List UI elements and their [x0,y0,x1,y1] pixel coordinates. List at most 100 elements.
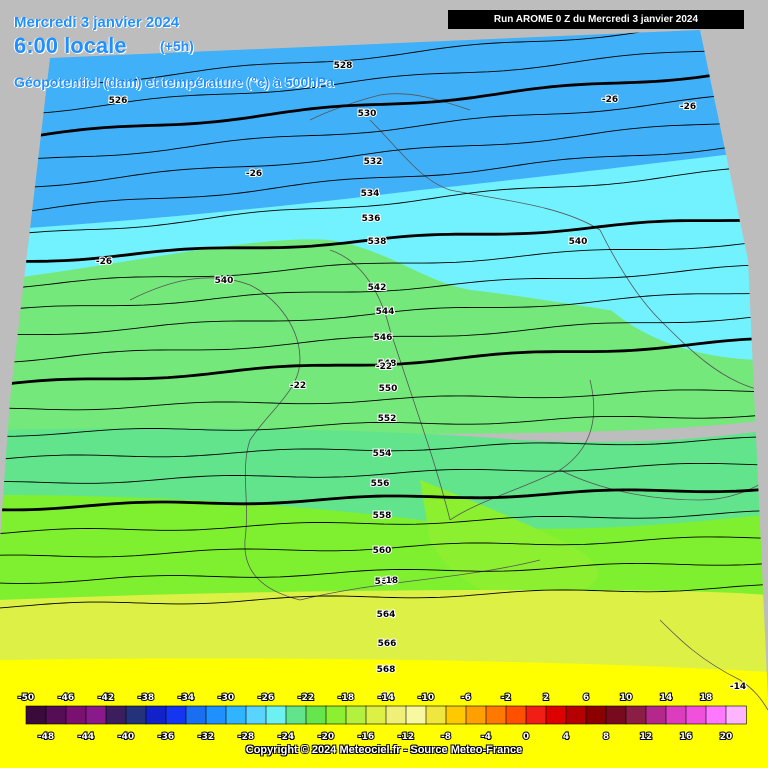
border-line-0 [129,277,301,601]
scale-upper-label: -34 [178,693,194,703]
lime-patch [420,480,598,602]
scale-swatch [185,705,207,725]
contour-552 [0,389,768,411]
contour-568 [0,584,768,609]
contour-label: 566 [378,639,397,649]
scale-lower-label: -36 [158,732,174,742]
forecast-date: Mercredi 3 janvier 2024 [14,14,180,31]
forecast-offset: (+5h) [160,38,194,54]
scale-upper-label: -14 [378,693,394,703]
scale-swatch [645,705,667,725]
temperature-labels: -26-26-26-26-22-22-18-14-14 [95,94,747,703]
contour-532 [0,92,768,163]
contour-label: 528 [334,61,353,71]
contour-label: 530 [358,109,377,119]
scale-swatch [445,705,467,725]
forecast-time: 6:00 locale [14,33,127,58]
contour-558 [0,462,768,484]
contour-label: 556 [371,479,390,489]
scale-upper-label: 2 [543,693,549,703]
contour-label: 558 [373,511,392,521]
scale-swatch [105,705,127,725]
border-line-4 [369,119,601,231]
scale-swatch [205,705,227,725]
cold-band [0,30,768,250]
scale-swatch [465,705,487,725]
scale-upper-label: 18 [700,693,713,703]
contour-label: 540 [569,237,588,247]
scale-lower-label: -48 [38,732,54,742]
contour-label: 544 [376,307,395,317]
scale-upper-label: -2 [501,693,511,703]
mint-band [0,428,768,529]
cyan-band [0,150,768,330]
scale-lower-label: 0 [523,732,529,742]
scale-upper-label: -38 [138,693,154,703]
temperature-label: -14 [378,692,394,702]
contour-556 [0,436,768,460]
contour-label: 538 [368,237,387,247]
contour-546 [0,292,768,336]
contour-562 [0,510,768,534]
temperature-label: -22 [290,381,306,391]
scale-lower-label: -28 [238,732,254,742]
contour-label: 532 [364,157,383,167]
contour-536 [0,141,768,216]
scale-swatch [485,705,507,725]
contour-label: 562 [375,577,394,587]
scale-upper-label: -10 [418,693,434,703]
contour-label: 550 [379,384,398,394]
temperature-label: -18 [382,576,398,586]
scale-upper-label: 6 [583,693,589,703]
contour-564 [0,536,768,558]
border-line-8 [659,619,768,711]
scale-swatch [525,705,547,725]
contour-548 [0,314,768,364]
scale-lower-label: -20 [318,732,334,742]
scale-swatch [725,705,747,725]
yellowgreen-band [0,590,768,680]
scale-upper-label: 10 [620,693,633,703]
scale-lower-label: 16 [680,732,693,742]
contour-labels: 526 528 530 532 534 536 538 540 540 542 544 546 548 5… [108,60,589,676]
cyan-patch [600,300,768,360]
scale-swatch [425,705,447,725]
scale-swatch [585,705,607,725]
scale-lower-label: 4 [563,732,569,742]
contour-538 [0,166,768,237]
scale-lower-label: -4 [481,732,491,742]
scale-swatch [45,705,67,725]
contour-544 [0,264,768,311]
scale-swatch [325,705,347,725]
contour-542 [0,240,768,290]
temperature-label: -26 [680,102,696,112]
green-band [0,239,768,440]
scale-lower-label: -44 [78,732,94,742]
scale-swatch [85,705,107,725]
border-line-3 [449,379,595,521]
scale-swatch [345,705,367,725]
scale-swatch [145,705,167,725]
scale-swatch [305,705,327,725]
scale-upper-label: -30 [218,693,234,703]
scale-upper-label: 14 [660,693,673,703]
temperature-label: -26 [96,257,112,267]
border-line-2 [329,249,451,521]
contour-534 [0,120,768,189]
temperature-label: -26 [602,95,618,105]
scale-lower-label: 20 [720,732,733,742]
scale-swatch [545,705,567,725]
border-line-5 [599,229,761,391]
scale-upper-label: -42 [98,693,114,703]
scale-upper-label: -22 [298,693,314,703]
scale-swatch [225,705,247,725]
scale-swatch [365,705,387,725]
temperature-label: -14 [730,682,746,692]
scale-swatch [625,705,647,725]
scale-swatch [285,705,307,725]
scale-lower-label: -24 [278,732,294,742]
scale-swatch [245,705,267,725]
contour-540 [0,218,768,263]
border-line-1 [299,559,541,601]
